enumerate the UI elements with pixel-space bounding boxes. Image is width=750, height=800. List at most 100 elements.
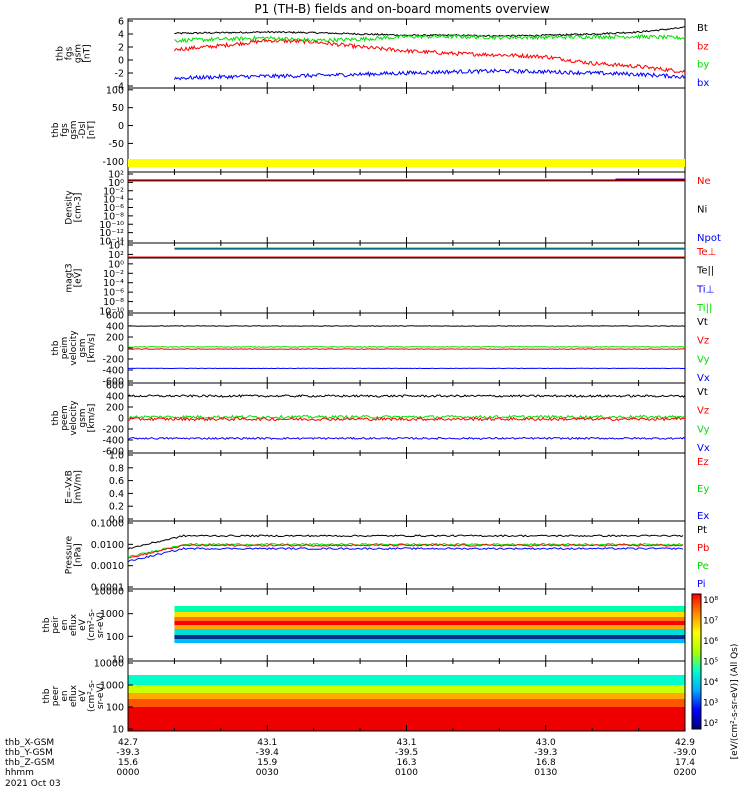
efield-ytick-label: 0.6 — [109, 476, 124, 487]
peem-velocity-legend-vx: Vx — [697, 443, 710, 454]
fgs-gse-ylabel: thb — [51, 122, 61, 137]
peer-spectrogram-ylabel: peer — [51, 685, 61, 706]
temperature-ylabel: [eV] — [74, 269, 84, 288]
peim-velocity-ylabel: velocity — [69, 330, 79, 366]
fgs-gsm-ylabel: thb — [56, 46, 66, 61]
peer-spectrogram-band — [128, 675, 685, 685]
pressure-ytick-label: 0.0010 — [91, 561, 124, 572]
peir-spectrogram-ytick-label: 1000 — [100, 609, 124, 620]
temperature-ytick-label: 10⁻⁸ — [103, 297, 124, 308]
colorbar-tick-label: 10⁸ — [703, 596, 718, 606]
peem-velocity-ytick-label: -400 — [102, 436, 124, 447]
xaxis-value-z: 17.4 — [675, 758, 695, 768]
temperature-ytick-label: 10⁻⁶ — [103, 288, 124, 299]
efield-legend-ez: Ez — [697, 457, 709, 468]
peim-velocity-ytick-label: 200 — [106, 333, 124, 344]
temperature-ytick-label: 10⁻¹⁰ — [99, 307, 124, 318]
density-legend-ni: Ni — [697, 205, 707, 216]
xaxis-value-t: 0200 — [674, 768, 697, 778]
xaxis-row-label: 2021 Oct 03 — [5, 779, 61, 789]
peer-spectrogram-band — [128, 685, 685, 693]
peim-velocity-ylabel: gsm — [78, 338, 88, 357]
fgs-gse-ytick-label: -100 — [102, 157, 124, 168]
peer-spectrogram-ytick-label: 10 — [112, 725, 124, 736]
peem-velocity-ytick-label: -600 — [102, 447, 124, 458]
pressure-frame — [127, 520, 686, 590]
fgs-gsm-legend-bt: Bt — [697, 23, 708, 34]
colorbar-tick-label: 10³ — [703, 699, 718, 709]
xaxis-value-y: -39.3 — [116, 748, 139, 758]
density-frame — [127, 171, 686, 244]
temperature-legend-te: Te|| — [696, 266, 714, 277]
fgs-gsm-series-bz — [173, 38, 686, 74]
fgs-gsm-legend-by: by — [697, 60, 709, 71]
peer-spectrogram-ylabel: eV — [78, 689, 88, 702]
peir-spectrogram-ylabel: (cm²-s- — [87, 609, 97, 641]
colorbar-tick-label: 10⁵ — [703, 658, 718, 668]
fgs-gse-ylabel: gsm — [69, 120, 79, 139]
peim-velocity-ytick-label: 0 — [118, 344, 124, 355]
density-ytick-label: 10⁻⁴ — [103, 195, 124, 206]
peer-spectrogram-ytick-label: 100 — [106, 703, 124, 714]
peir-spectrogram-band — [174, 629, 685, 635]
peer-spectrogram-ylabel: sr-eV) — [96, 683, 106, 709]
pressure-legend-pi: Pi — [697, 579, 706, 590]
density-ytick-label: 10⁻¹⁴ — [99, 237, 124, 248]
peem-velocity-ylabel: thb — [51, 410, 61, 425]
pressure-ylabel: [nPa] — [74, 543, 84, 566]
peem-velocity-legend-vz: Vz — [697, 406, 709, 417]
density-ytick-label: 10⁻¹⁰ — [99, 220, 124, 231]
peir-spectrogram-ytick-label: 10 — [112, 655, 124, 666]
peim-velocity-series-vx — [127, 367, 685, 370]
peir-spectrogram-ylabel: en — [60, 619, 70, 630]
efield-legend-ex: Ex — [697, 511, 709, 522]
xaxis-value-z: 16.3 — [396, 758, 416, 768]
peem-velocity-ytick-label: -200 — [102, 425, 124, 436]
pressure-series-pi — [127, 547, 684, 563]
peer-spectrogram-ylabel: eflux — [69, 684, 79, 707]
peem-velocity-legend-vy: Vy — [697, 424, 710, 435]
density-ytick-label: 10⁻⁶ — [103, 203, 124, 214]
peer-spectrogram-ytick-label: 10000 — [94, 659, 124, 670]
peem-velocity-ylabel: velocity — [69, 400, 79, 436]
density-ytick-label: 10⁻⁸ — [103, 211, 124, 222]
fgs-gsm-ytick-label: -2 — [115, 69, 124, 80]
peim-velocity-ylabel: thb — [51, 340, 61, 355]
peim-velocity-ytick-label: -600 — [102, 377, 124, 388]
density-ytick-label: 10⁻² — [103, 186, 124, 197]
peim-velocity-frame — [127, 312, 686, 384]
pressure-series-pt — [127, 534, 684, 550]
colorbar — [691, 593, 702, 730]
xaxis-value-y: -39.0 — [673, 748, 697, 758]
xaxis-value-t: 0130 — [534, 768, 557, 778]
peim-velocity-legend-vx: Vx — [697, 373, 710, 384]
fgs-gsm-ytick-label: 0 — [118, 56, 124, 67]
fgs-gsm-series-bt — [174, 26, 686, 38]
peer-spectrogram-ylabel: en — [60, 690, 70, 701]
peir-spectrogram-band — [174, 635, 685, 639]
peer-spectrogram-ytick-label: 1000 — [100, 681, 124, 692]
pressure-series-pe — [127, 542, 684, 557]
peem-velocity-ytick-label: 0 — [118, 414, 124, 425]
density-ytick-label: 10⁻¹² — [99, 228, 124, 239]
peer-spectrogram-ylabel: thb — [42, 688, 52, 703]
peim-velocity-legend-vt: Vt — [697, 317, 708, 328]
peir-spectrogram-ytick-label: 10000 — [94, 587, 124, 598]
xaxis-value-x: 42.9 — [675, 738, 695, 748]
peir-spectrogram-band — [174, 639, 685, 643]
peem-velocity-ytick-label: 400 — [106, 392, 124, 403]
peem-velocity-ytick-label: 600 — [106, 381, 124, 392]
peim-velocity-ylabel: peim — [60, 337, 70, 360]
temperature-ylabel: magt3 — [65, 263, 75, 292]
colorbar-tick-label: 10⁷ — [703, 617, 718, 627]
xaxis-value-t: 0030 — [256, 768, 279, 778]
peim-velocity-ylabel: [km/s] — [87, 334, 97, 363]
efield-ytick-label: 0.4 — [109, 489, 124, 500]
pressure-legend-pe: Pe — [697, 561, 709, 572]
fgs-gsm-ylabel: gsm — [74, 44, 84, 63]
xaxis-value-z: 16.8 — [536, 758, 556, 768]
peim-velocity-series-vz — [127, 348, 686, 350]
peim-velocity-ytick-label: 400 — [106, 322, 124, 333]
